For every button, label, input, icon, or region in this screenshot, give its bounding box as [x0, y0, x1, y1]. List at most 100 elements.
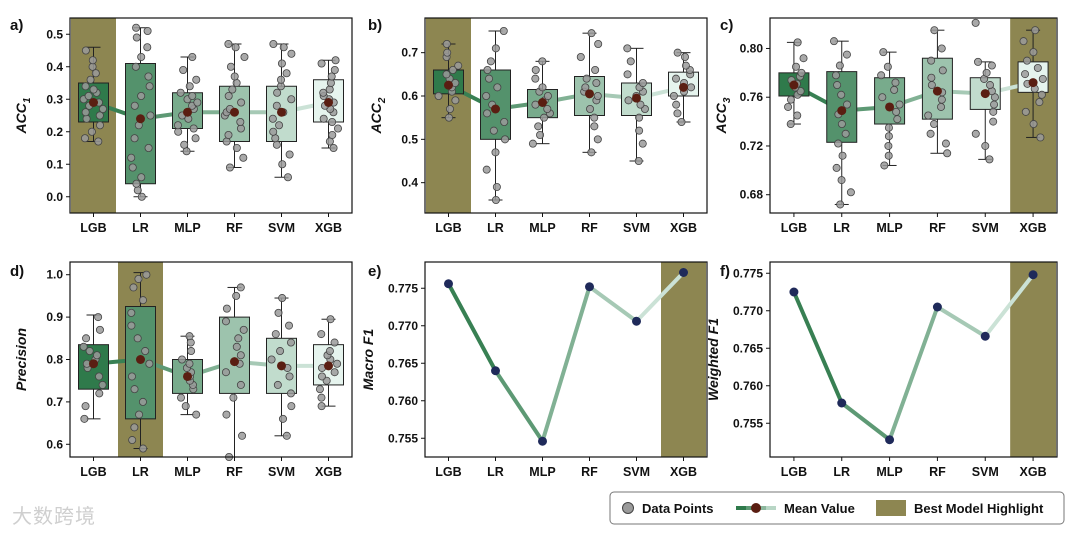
legend-data-point-icon — [622, 502, 634, 514]
data-point — [838, 151, 847, 160]
series-line-segment — [540, 284, 592, 444]
data-point — [86, 75, 95, 84]
x-tick-label: MLP — [174, 221, 200, 235]
data-point — [832, 163, 841, 172]
series-line-segment — [634, 270, 686, 324]
x-tick-label: MLP — [529, 221, 555, 235]
data-point — [181, 402, 190, 411]
mean-marker — [679, 82, 688, 92]
data-point — [80, 134, 89, 143]
x-tick-label: LGB — [80, 465, 106, 479]
data-point — [229, 393, 238, 402]
data-point — [581, 83, 590, 92]
data-point — [937, 44, 946, 53]
data-point — [454, 61, 463, 70]
x-tick-label: LGB — [781, 465, 807, 479]
data-point — [834, 139, 843, 148]
mean-marker — [183, 107, 192, 117]
data-point — [623, 44, 632, 53]
data-point — [434, 92, 443, 101]
data-point — [188, 92, 197, 101]
series-line-segment — [791, 290, 844, 405]
data-point — [239, 153, 248, 162]
line-point-RF — [585, 282, 594, 292]
x-tick-label: RF — [581, 221, 598, 235]
data-point — [94, 137, 103, 146]
data-point — [1031, 26, 1040, 35]
data-point — [681, 61, 690, 70]
data-point — [531, 100, 540, 109]
x-tick-label: SVM — [972, 465, 999, 479]
data-point — [985, 155, 994, 164]
legend: Data Points Mean Value Best Model Highligh… — [609, 491, 1065, 525]
data-point — [98, 380, 107, 389]
data-point — [226, 62, 235, 71]
data-point — [543, 92, 552, 101]
data-point — [591, 66, 600, 75]
data-point — [95, 325, 104, 334]
data-point — [131, 62, 140, 71]
y-tick-label: 0.5 — [46, 27, 63, 41]
data-point — [273, 88, 282, 97]
x-tick-label: SVM — [268, 221, 295, 235]
data-point — [330, 66, 339, 75]
x-tick-label: MLP — [876, 221, 902, 235]
x-tick-label: XGB — [315, 221, 342, 235]
data-point — [130, 423, 139, 432]
data-point — [971, 18, 980, 27]
data-point — [232, 342, 241, 351]
data-point — [883, 62, 892, 71]
panel-c: 0.68 0.72 0.76 0.80 LGB LR MLP RF SVM XGB ACC3 c) — [713, 17, 1058, 235]
data-point — [333, 359, 342, 368]
x-tick-label: LR — [833, 465, 850, 479]
data-point — [230, 72, 239, 81]
data-point — [486, 57, 495, 66]
data-point — [282, 431, 291, 440]
data-point — [286, 389, 295, 398]
data-point — [540, 113, 549, 122]
data-point — [96, 121, 105, 130]
data-point — [319, 88, 328, 97]
y-tick-label: 0.4 — [401, 176, 418, 190]
legend-label-data-points: Data Points — [642, 501, 714, 516]
line-point-LR — [837, 398, 847, 408]
mean-marker — [136, 114, 145, 124]
data-point — [317, 372, 326, 381]
y-tick-label: 0.6 — [401, 89, 418, 103]
y-tick-label: 0.76 — [740, 90, 764, 104]
series-line-segment — [935, 305, 988, 339]
data-point — [890, 85, 899, 94]
y-axis-label: ACC3 — [713, 97, 733, 134]
mean-marker — [1028, 78, 1038, 88]
data-point — [191, 134, 200, 143]
data-point — [482, 165, 491, 174]
data-point — [222, 410, 231, 419]
data-point — [234, 334, 243, 343]
y-tick-label: 0.9 — [46, 310, 63, 324]
plot-frame — [69, 17, 353, 214]
data-point — [180, 140, 189, 149]
data-point — [278, 294, 287, 303]
data-point — [1038, 74, 1047, 83]
data-point — [144, 143, 153, 152]
data-point — [784, 102, 793, 111]
data-point — [1021, 107, 1030, 116]
data-point — [275, 121, 284, 130]
watermark: 大数跨境 — [12, 504, 96, 528]
data-point — [841, 129, 850, 138]
y-tick-label: 0.770 — [388, 319, 418, 333]
x-tick-label: XGB — [670, 465, 697, 479]
x-tick-label: RF — [226, 465, 243, 479]
panel-e: 0.755 0.760 0.765 0.770 0.775 LGB LR MLP RF SVM XG… — [360, 261, 708, 479]
data-point — [236, 351, 245, 360]
data-point — [224, 92, 233, 101]
x-tick-label: SVM — [623, 465, 650, 479]
data-point — [193, 98, 202, 107]
x-tick-label: RF — [581, 465, 598, 479]
y-axis-label: Precision — [13, 328, 29, 391]
data-point — [891, 78, 900, 87]
data-point — [582, 74, 591, 83]
data-point — [81, 46, 90, 55]
mean-marker — [538, 98, 547, 107]
data-point — [285, 321, 294, 330]
